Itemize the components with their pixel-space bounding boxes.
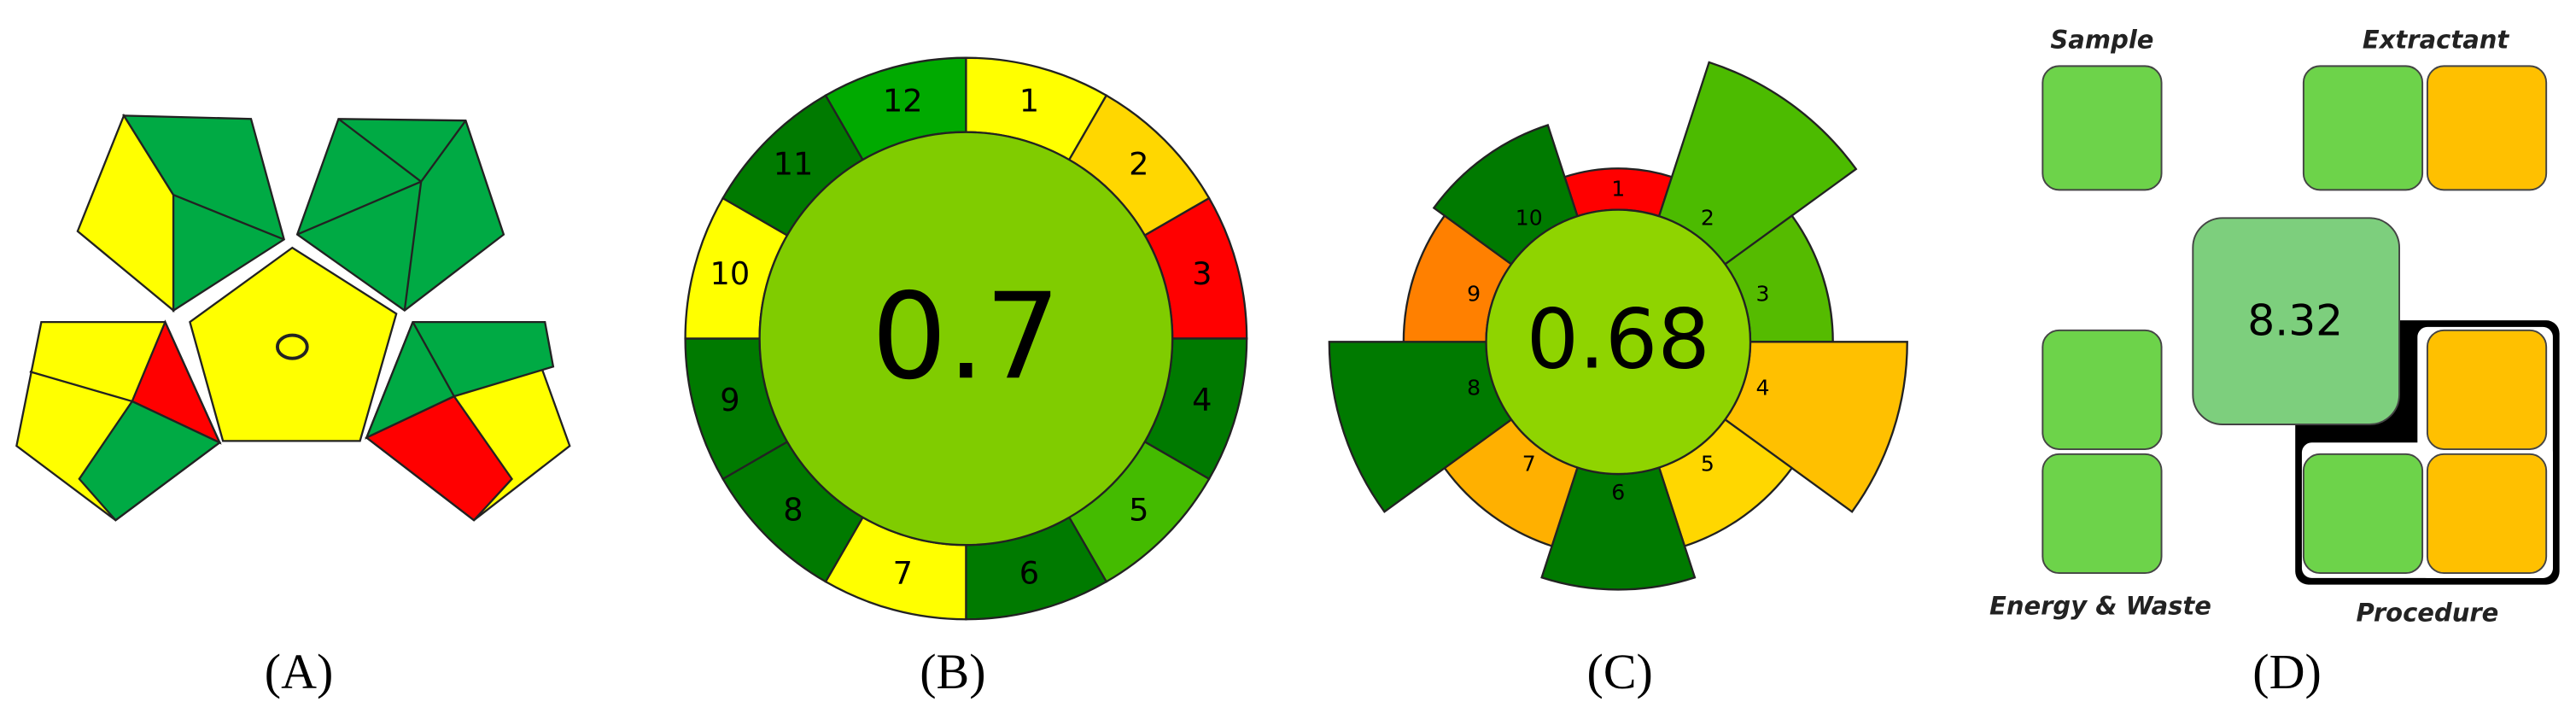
panel-a-diagram: [15, 113, 571, 522]
panel-c-diagram: 1 2 3 4 5 6 7 8 9 10 0.68: [1328, 61, 1908, 591]
segment-label: 1: [1019, 82, 1039, 119]
segment-label: 8: [1467, 375, 1481, 400]
segment-label: 9: [1467, 281, 1481, 306]
segment-label: 6: [1611, 480, 1625, 505]
segment-label: 12: [883, 82, 923, 119]
score: 0.68: [1527, 291, 1710, 388]
segment-label: 3: [1756, 281, 1770, 306]
category-label: Extractant: [2363, 25, 2510, 54]
segment-label: 5: [1129, 491, 1148, 528]
center-circle: [758, 131, 1174, 547]
category-label: Sample: [2050, 25, 2153, 54]
panel-d-diagram: [2042, 65, 2560, 585]
panel-label: (D): [2252, 644, 2322, 699]
segment-label: 8: [783, 491, 803, 528]
segment-label: 10: [1516, 205, 1543, 230]
segment-label: 11: [774, 146, 814, 183]
center-circle: [1485, 208, 1752, 476]
score: 8.32: [2247, 295, 2343, 346]
segment-label: 2: [1701, 205, 1714, 230]
panel-label: (A): [265, 644, 334, 699]
category-label: Procedure: [2357, 598, 2499, 627]
segment-label: 4: [1756, 375, 1770, 400]
segment-label: 7: [1522, 451, 1536, 476]
segment-label: 1: [1611, 176, 1625, 201]
panel-label: (C): [1587, 644, 1653, 699]
segment-label: 3: [1192, 255, 1212, 292]
score: 0.7: [872, 267, 1060, 406]
segment-label: 10: [710, 255, 751, 292]
segment-label: 7: [893, 554, 913, 591]
panel-label: (B): [920, 644, 985, 699]
segment-label: 6: [1019, 554, 1039, 591]
category-label: Energy & Waste: [1989, 592, 2211, 621]
segment-label: 2: [1129, 146, 1148, 183]
segment-label: 4: [1192, 382, 1212, 418]
segment-label: 9: [720, 382, 739, 418]
segment-label: 5: [1701, 451, 1714, 476]
